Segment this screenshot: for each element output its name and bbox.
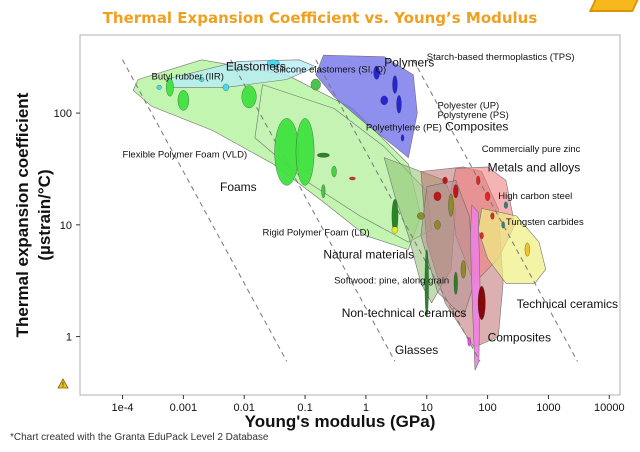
bubble-17: [391, 226, 399, 234]
bubble-37: [524, 242, 530, 257]
annotation-17: Softwood: pine, along grain: [334, 275, 449, 286]
bubble-13: [349, 176, 356, 181]
x-tick-label-6: 100: [478, 402, 496, 414]
bubble-22: [477, 286, 486, 320]
annotation-1: Silicone elastomers (SI, Q): [273, 65, 386, 76]
annotation-13: Flexible Polymer Foam (VLD): [123, 150, 248, 161]
y-tick-label-2: 100: [54, 108, 72, 120]
bubble-3: [274, 118, 300, 186]
bubble-32: [476, 175, 481, 185]
annotation-12: Tungsten carbides: [506, 217, 584, 228]
annotation-9: Commercially pure zinc: [482, 144, 581, 155]
x-tick-label-2: 0.01: [234, 402, 255, 414]
bubble-33: [485, 191, 491, 201]
bubble-2: [241, 85, 257, 109]
annotation-19: Technical ceramics: [517, 297, 618, 311]
x-tick-label-3: 0.1: [297, 402, 312, 414]
guide-line-1: [230, 59, 396, 362]
bubble-29: [433, 191, 442, 201]
x-tick-label-5: 10: [421, 402, 433, 414]
envelope-8: [420, 180, 475, 318]
annotation-2: Polymers: [384, 56, 434, 70]
bubble-27: [396, 95, 402, 114]
bubble-16: [453, 271, 458, 295]
annotation-10: Metals and alloys: [488, 161, 581, 175]
chart-title: Thermal Expansion Coefficient vs. Young’…: [102, 9, 538, 27]
x-tick-label-4: 1: [363, 402, 369, 414]
envelope-3: [315, 54, 418, 159]
annotation-5: Polyester (UP): [437, 100, 499, 111]
annotation-14: Foams: [220, 180, 257, 194]
bubble-28: [400, 134, 405, 142]
envelope-9: [469, 204, 481, 371]
y-axis-title-line2: (µstrain/°C): [35, 169, 54, 260]
x-axis-title: Young's modulus (GPa): [245, 412, 436, 431]
annotation-6: Polystyrene (PS): [437, 110, 508, 121]
x-tick-label-7: 1000: [536, 402, 560, 414]
annotation-8: Composites: [445, 119, 508, 133]
bubble-36: [501, 221, 505, 229]
y-axis-title-line1: Thermal expansion coefficient: [13, 92, 32, 337]
guide-line-0: [122, 59, 288, 362]
bubble-10: [222, 83, 230, 91]
bubble-24: [373, 65, 380, 80]
bubble-1: [177, 90, 189, 111]
x-ticks-group: 1e-4 0.001 0.01 0.1 1 10 100 1000 10000: [112, 395, 625, 414]
footnote: *Chart created with the Granta EduPack L…: [10, 432, 269, 443]
annotation-4: Butyl rubber (IIR): [152, 71, 224, 82]
bubble-15: [424, 249, 429, 317]
bubble-4: [295, 118, 315, 186]
bubble-23: [467, 337, 471, 347]
annotation-20: Composites: [488, 331, 551, 345]
x-tick-label-8: 10000: [594, 402, 625, 414]
y-tick-label-1: 10: [60, 220, 72, 232]
bubble-25: [392, 75, 398, 94]
bubble-8: [199, 77, 205, 82]
guide-line-3: [412, 59, 578, 362]
annotation-3: Starch-based thermoplastics (TPS): [427, 52, 575, 63]
y-tick-label-0: 1: [66, 332, 72, 344]
annotation-0: Elastomers: [226, 60, 286, 74]
x-tick-label-1: 0.001: [170, 402, 198, 414]
annotation-18: Non-technical ceramics: [342, 306, 467, 320]
annotation-15: Rigid Polymer Foam (LD): [263, 228, 370, 239]
bubble-6: [331, 165, 337, 178]
bubble-30: [442, 176, 448, 184]
y-ticks-group: 1 10 100: [54, 108, 80, 344]
bubble-26: [380, 95, 389, 105]
bubble-5: [310, 78, 321, 91]
svg-text:!: !: [62, 382, 64, 389]
annotation-7: Polyethylene (PE): [366, 122, 442, 133]
bubble-11: [267, 59, 280, 67]
bubble-9: [156, 84, 162, 90]
bubble-7: [321, 184, 326, 199]
annotation-11: High carbon steel: [498, 191, 572, 202]
bubble-19: [434, 220, 441, 230]
bubble-20: [448, 193, 454, 217]
annotation-16: Natural materials: [323, 247, 414, 261]
bubble-38: [479, 232, 484, 240]
bubble-0: [166, 78, 174, 97]
warning-icon: !: [57, 378, 69, 389]
bubble-12: [317, 152, 330, 158]
bubble-35: [503, 201, 508, 209]
bubble-18: [417, 212, 425, 220]
x-tick-label-0: 1e-4: [112, 402, 134, 414]
annotation-21: Glasses: [395, 343, 438, 357]
bubble-34: [490, 212, 495, 220]
bubble-21: [460, 260, 466, 279]
bubble-31: [453, 184, 459, 199]
bubbles-group: [156, 59, 530, 347]
